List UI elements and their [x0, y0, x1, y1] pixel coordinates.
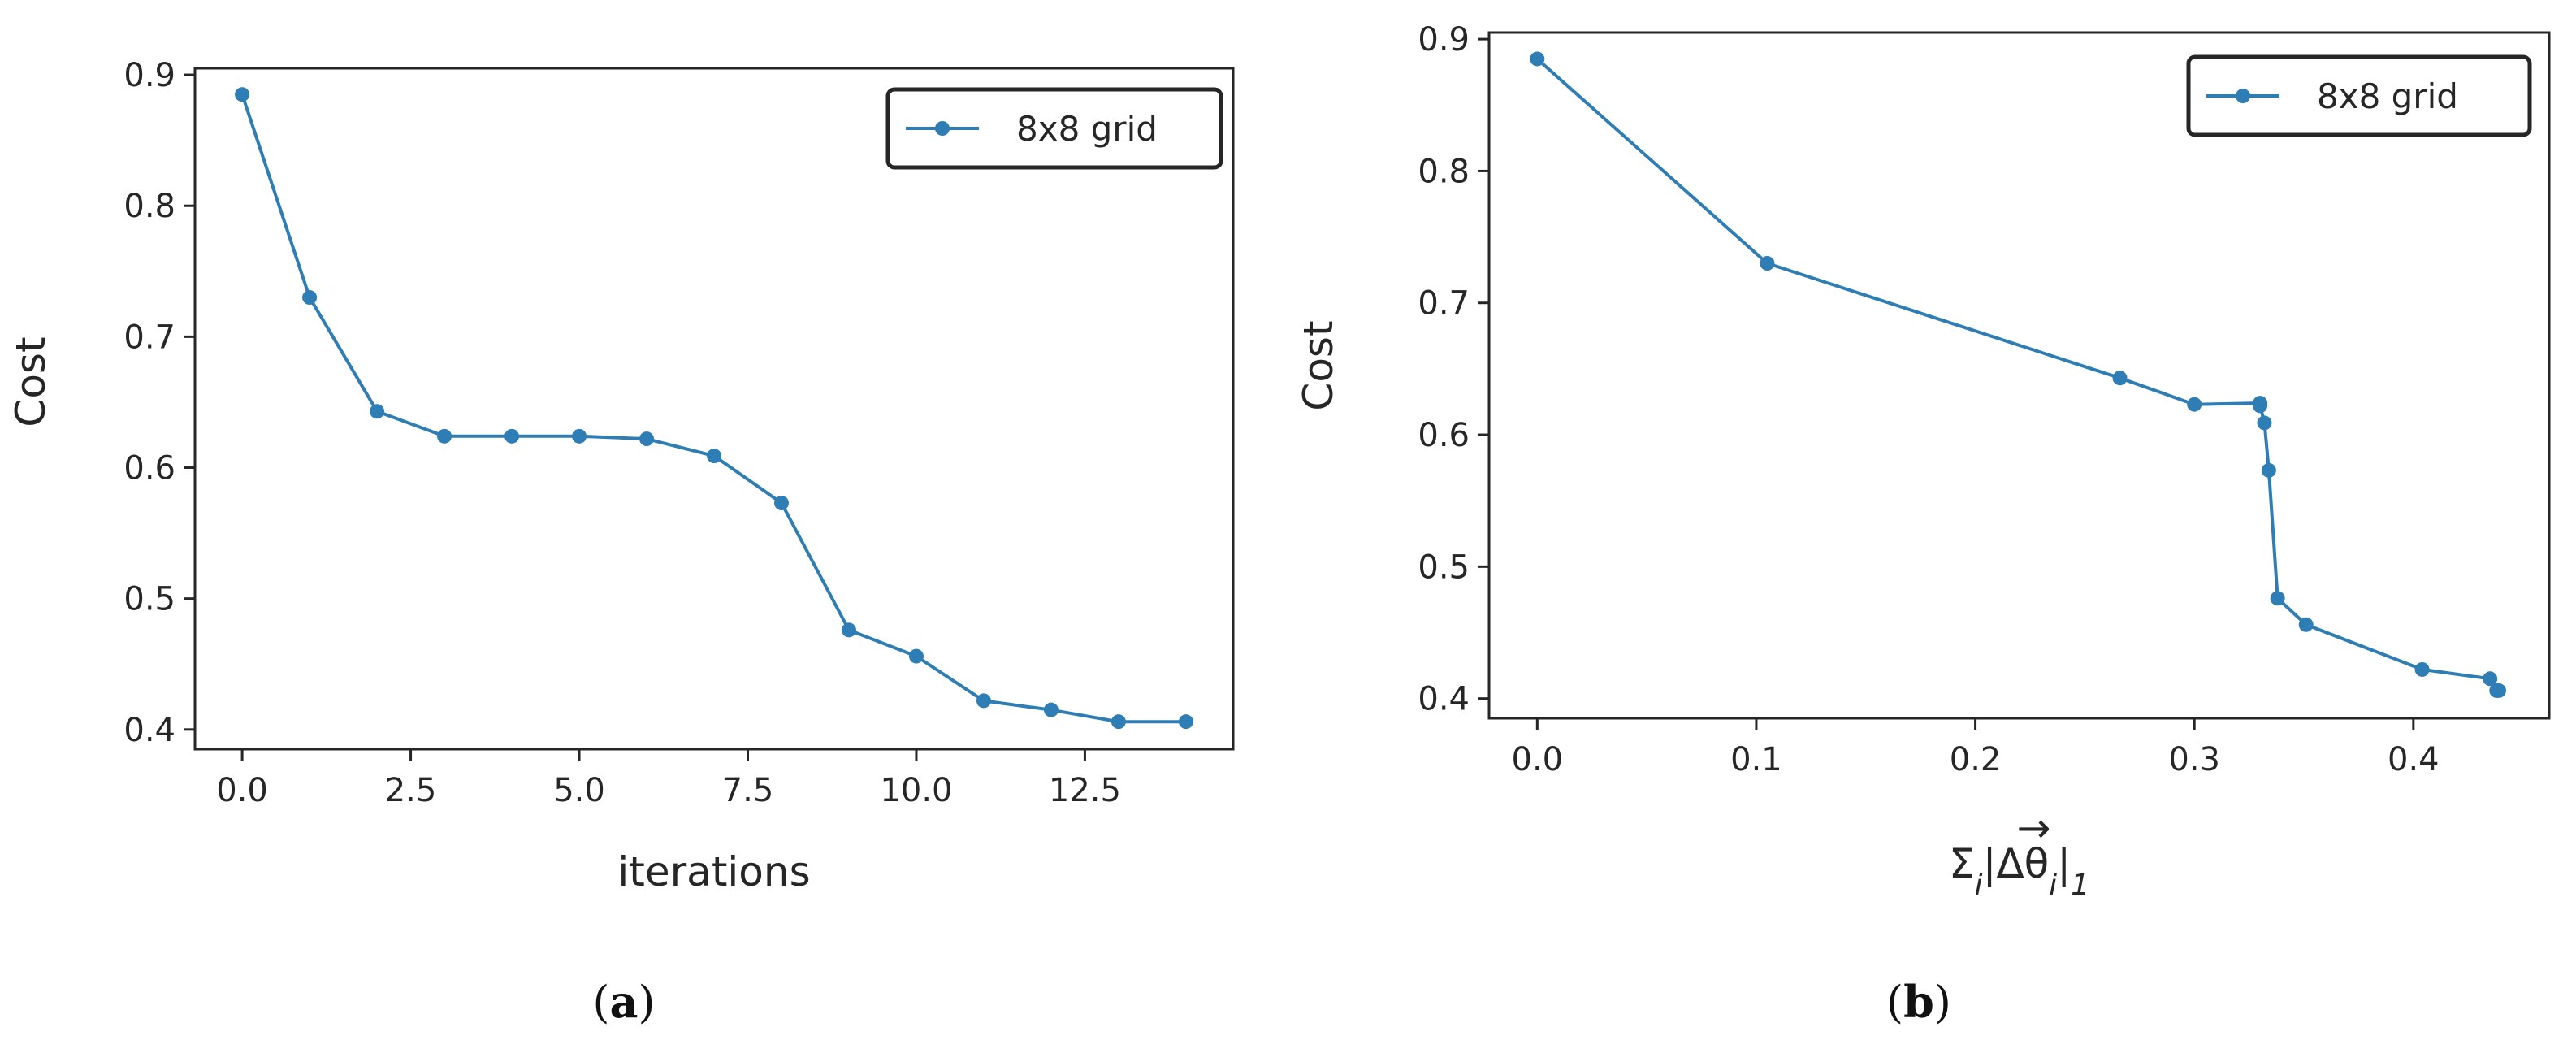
x-tick-label: 2.5 [385, 772, 437, 809]
y-tick-label: 0.6 [1418, 417, 1470, 454]
x-axis-title-part: i [2049, 869, 2057, 902]
x-axis-title: Σi|Δθi|1 [1949, 840, 2089, 902]
data-point [2112, 371, 2128, 386]
panel-caption: (b) [1886, 976, 1951, 1028]
data-point [2414, 661, 2430, 677]
y-axis-title: Cost [7, 336, 54, 427]
data-point [2298, 617, 2314, 632]
x-tick-label: 0.0 [216, 772, 268, 809]
legend-marker [935, 121, 950, 136]
x-tick-label: 0.4 [2388, 741, 2440, 778]
data-point [2270, 591, 2285, 606]
x-tick-label: 0.2 [1950, 741, 2002, 778]
legend-box [885, 87, 1223, 170]
legend-marker [2236, 89, 2250, 103]
data-point [2257, 415, 2272, 431]
x-tick-label: 5.0 [553, 772, 605, 809]
y-tick-label: 0.5 [1418, 548, 1470, 586]
plot-frame [193, 67, 1235, 751]
data-point [2253, 398, 2268, 414]
caption-paren-open: ( [592, 977, 609, 1028]
x-axis-title-part: Σ [1949, 840, 1975, 887]
y-axis-title: Cost [1295, 320, 1342, 410]
x-tick-label: 0.3 [2168, 741, 2220, 778]
data-point [2261, 462, 2276, 478]
data-point [572, 428, 587, 444]
x-axis-title-part: | [2057, 840, 2071, 887]
x-axis-title-part: 1 [2071, 869, 2089, 902]
y-tick-label: 0.9 [1418, 21, 1470, 59]
data-point [302, 290, 318, 306]
x-tick-label: 7.5 [722, 772, 774, 809]
y-tick-label: 0.5 [123, 581, 175, 618]
data-point [2483, 671, 2498, 687]
data-point [235, 87, 250, 102]
series-line [240, 93, 1186, 724]
data-point [1530, 51, 1545, 67]
data-point [1760, 256, 1775, 271]
y-tick-label: 0.7 [1418, 285, 1470, 323]
y-tick-label: 0.7 [123, 319, 175, 356]
x-tick-label: 0.0 [1512, 741, 1564, 778]
caption-paren-close: ) [1934, 977, 1951, 1028]
data-point [1178, 714, 1193, 730]
plot-frame [1487, 31, 2551, 720]
theta-arrow: → [2017, 804, 2051, 852]
y-tick-label: 0.8 [1418, 153, 1470, 190]
x-axis-title: iterations [617, 848, 810, 895]
data-point [773, 496, 789, 511]
y-tick-label: 0.9 [123, 57, 175, 94]
panel-a: 0.4 0.5 0.6 0.7 0.8 0.9 0.0 2.5 5.0 7.5 10.0 12.5 Co… [7, 57, 1235, 1028]
data-point [370, 404, 385, 419]
caption-paren-open: ( [1886, 977, 1903, 1028]
data-point [639, 431, 655, 447]
caption-paren-close: ) [639, 977, 656, 1028]
caption-letter: b [1903, 976, 1934, 1028]
x-tick-label: 10.0 [880, 772, 952, 809]
data-point [1043, 702, 1059, 717]
panel-caption: (a) [592, 976, 655, 1028]
x-tick-label: 12.5 [1049, 772, 1121, 809]
data-point [976, 693, 991, 709]
data-point [908, 648, 924, 664]
legend-label: 8x8 grid [2317, 76, 2458, 116]
data-point [2491, 683, 2506, 698]
caption-letter: a [610, 976, 639, 1028]
y-tick-label: 0.8 [123, 188, 175, 225]
data-point [437, 428, 452, 444]
data-point [2187, 397, 2202, 412]
data-point [841, 622, 856, 638]
x-axis-title-part: i [1975, 869, 1983, 902]
data-point [504, 428, 520, 444]
data-point [707, 449, 721, 464]
y-tick-label: 0.4 [1418, 681, 1470, 718]
x-tick-label: 0.1 [1730, 741, 1782, 778]
data-point [1110, 714, 1126, 730]
legend-box [2186, 54, 2532, 137]
y-tick-label: 0.6 [123, 450, 175, 488]
series-line [1535, 58, 2499, 692]
panel-b: 0.40.50.60.70.80.90.0 0.1 0.2 0.3 0.4CostΣi|… [1295, 21, 2551, 1028]
y-tick-label: 0.4 [123, 712, 175, 749]
x-axis-title-part: |Δθ [1983, 840, 2050, 887]
legend-label: 8x8 grid [1016, 109, 1158, 149]
